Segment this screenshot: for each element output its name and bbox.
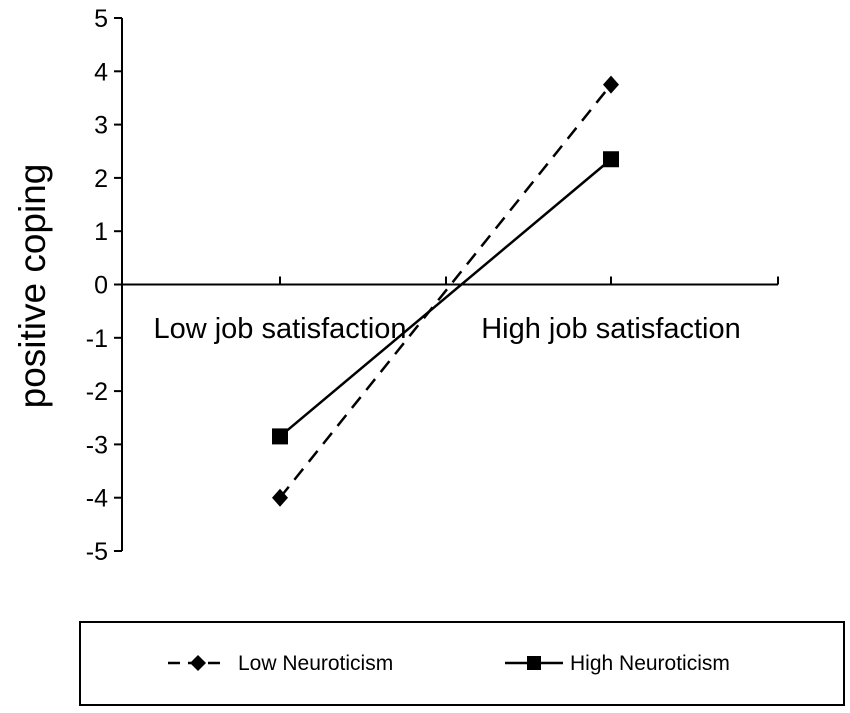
y-tick-label: 2	[94, 165, 108, 193]
y-ticks: 5 4 3 2 1 0 -1 -2 -3 -4 -5	[86, 5, 122, 566]
legend-label-high-neuroticism: High Neuroticism	[570, 652, 730, 675]
series-line	[279, 158, 612, 438]
y-axis-label: positive coping	[12, 164, 53, 409]
y-tick-label: 3	[94, 112, 108, 140]
y-tick-label: -2	[86, 378, 108, 406]
y-tick-label: 5	[94, 5, 108, 33]
category-label: Low job satisfaction	[153, 313, 406, 345]
category-label: High job satisfaction	[481, 313, 741, 345]
data-point-diamond	[272, 488, 288, 507]
y-tick-label: -1	[86, 325, 108, 353]
legend-box	[79, 621, 845, 706]
data-point-diamond	[603, 75, 619, 94]
y-tick-label: -4	[86, 485, 108, 513]
y-tick-label: -3	[86, 431, 108, 459]
y-tick-label: 0	[94, 272, 108, 300]
y-tick-label: 1	[94, 218, 108, 246]
legend-marker-low-neuroticism	[190, 655, 206, 671]
y-tick-label: -5	[86, 538, 108, 566]
legend: Low Neuroticism High Neuroticism	[79, 621, 845, 706]
y-tick-label: 4	[94, 58, 108, 86]
data-point-square	[603, 151, 619, 168]
legend-label-low-neuroticism: Low Neuroticism	[238, 652, 393, 675]
data-point-square	[272, 428, 288, 445]
axes	[121, 18, 779, 551]
legend-marker-high-neuroticism	[527, 656, 541, 670]
series-group	[272, 75, 619, 507]
category-labels: Low job satisfaction High job satisfactio…	[153, 313, 740, 345]
series-line	[279, 83, 612, 499]
